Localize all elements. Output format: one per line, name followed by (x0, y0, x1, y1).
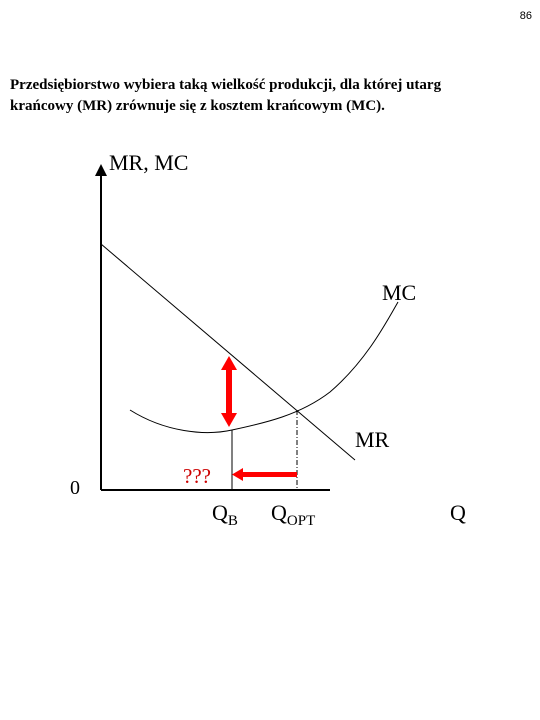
qopt-label: QOPT (271, 500, 315, 529)
page-number: 86 (519, 10, 532, 22)
x-axis-label: Q (450, 500, 466, 525)
mr-label: MR (355, 427, 390, 452)
mr-line (100, 243, 356, 461)
gap-label: ??? (183, 464, 211, 488)
qb-label: QB (212, 500, 238, 529)
statement-line-2: krańcowy (MR) zrównuje się z kosztem kra… (10, 98, 385, 114)
mr-mc-gap-arrow (221, 356, 237, 427)
statement-text: Przedsiębiorstwo wybiera taką wielkość p… (10, 75, 530, 117)
y-axis-label: MR, MC (109, 150, 188, 175)
qopt-to-qb-arrow (232, 468, 297, 481)
mc-label: MC (382, 280, 416, 305)
mc-curve (129, 301, 399, 434)
statement-line-1: Przedsiębiorstwo wybiera taką wielkość p… (10, 77, 442, 93)
origin-label: 0 (70, 477, 80, 499)
